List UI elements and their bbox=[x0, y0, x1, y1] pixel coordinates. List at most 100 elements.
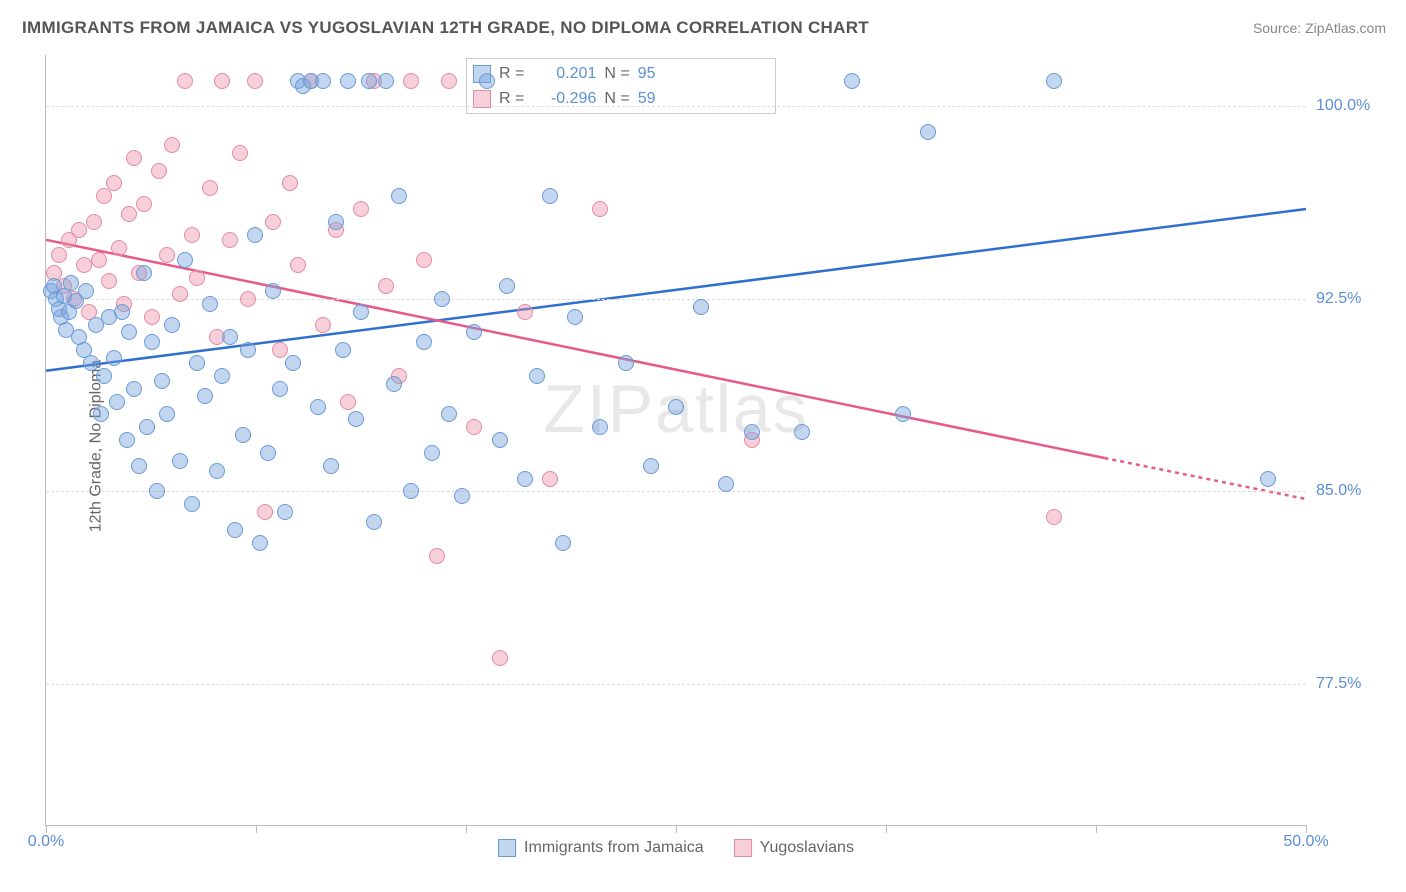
scatter-point bbox=[197, 388, 213, 404]
scatter-point bbox=[106, 175, 122, 191]
scatter-point bbox=[744, 424, 760, 440]
scatter-point bbox=[466, 324, 482, 340]
x-tick bbox=[46, 825, 47, 833]
scatter-point bbox=[466, 419, 482, 435]
scatter-point bbox=[83, 355, 99, 371]
n-prefix: N = bbox=[604, 65, 629, 83]
scatter-point bbox=[96, 188, 112, 204]
scatter-point bbox=[154, 373, 170, 389]
scatter-point bbox=[257, 504, 273, 520]
scatter-point bbox=[403, 483, 419, 499]
scatter-point bbox=[272, 381, 288, 397]
scatter-point bbox=[240, 291, 256, 307]
y-tick-label: 85.0% bbox=[1316, 482, 1396, 500]
scatter-point bbox=[96, 368, 112, 384]
scatter-point bbox=[416, 334, 432, 350]
series-legend: Immigrants from Jamaica Yugoslavians bbox=[498, 839, 854, 857]
scatter-point bbox=[323, 458, 339, 474]
scatter-point bbox=[51, 247, 67, 263]
scatter-point bbox=[517, 304, 533, 320]
scatter-point bbox=[214, 73, 230, 89]
scatter-point bbox=[441, 73, 457, 89]
scatter-point bbox=[285, 355, 301, 371]
scatter-point bbox=[106, 350, 122, 366]
scatter-point bbox=[895, 406, 911, 422]
scatter-point bbox=[93, 406, 109, 422]
n-prefix: N = bbox=[604, 90, 629, 108]
scatter-point bbox=[555, 535, 571, 551]
legend-label-jamaica: Immigrants from Jamaica bbox=[524, 839, 704, 857]
scatter-point bbox=[121, 324, 137, 340]
scatter-point bbox=[424, 445, 440, 461]
scatter-point bbox=[172, 453, 188, 469]
scatter-point bbox=[71, 222, 87, 238]
gridline bbox=[46, 299, 1306, 300]
scatter-point bbox=[209, 463, 225, 479]
swatch-jamaica bbox=[498, 839, 516, 857]
scatter-point bbox=[235, 427, 251, 443]
y-tick-label: 100.0% bbox=[1316, 97, 1396, 115]
gridline bbox=[46, 106, 1306, 107]
scatter-point bbox=[348, 411, 364, 427]
scatter-point bbox=[492, 432, 508, 448]
scatter-point bbox=[151, 163, 167, 179]
scatter-point bbox=[277, 504, 293, 520]
x-tick bbox=[1306, 825, 1307, 833]
y-tick-label: 77.5% bbox=[1316, 675, 1396, 693]
scatter-point bbox=[290, 257, 306, 273]
scatter-point bbox=[353, 201, 369, 217]
scatter-point bbox=[184, 227, 200, 243]
scatter-point bbox=[78, 283, 94, 299]
scatter-point bbox=[177, 252, 193, 268]
scatter-point bbox=[222, 329, 238, 345]
scatter-point bbox=[499, 278, 515, 294]
scatter-point bbox=[592, 419, 608, 435]
scatter-point bbox=[328, 214, 344, 230]
scatter-point bbox=[340, 73, 356, 89]
plot-area: ZIPatlas R = 0.201 N = 95 R = -0.296 N =… bbox=[45, 55, 1306, 826]
scatter-point bbox=[492, 650, 508, 666]
trend-lines bbox=[46, 55, 1306, 825]
scatter-point bbox=[794, 424, 810, 440]
scatter-point bbox=[109, 394, 125, 410]
scatter-point bbox=[202, 180, 218, 196]
scatter-point bbox=[136, 265, 152, 281]
x-tick bbox=[466, 825, 467, 833]
legend-row-yugoslavia: R = -0.296 N = 59 bbox=[473, 90, 769, 108]
scatter-point bbox=[164, 317, 180, 333]
r-value-yugoslavia: -0.296 bbox=[532, 90, 596, 108]
scatter-point bbox=[403, 73, 419, 89]
scatter-point bbox=[91, 252, 107, 268]
scatter-point bbox=[643, 458, 659, 474]
scatter-point bbox=[111, 240, 127, 256]
scatter-point bbox=[202, 296, 218, 312]
r-value-jamaica: 0.201 bbox=[532, 65, 596, 83]
scatter-point bbox=[76, 257, 92, 273]
r-prefix: R = bbox=[499, 65, 524, 83]
x-tick bbox=[676, 825, 677, 833]
scatter-point bbox=[391, 188, 407, 204]
scatter-point bbox=[184, 496, 200, 512]
n-value-jamaica: 95 bbox=[638, 65, 656, 83]
scatter-point bbox=[240, 342, 256, 358]
source-credit: Source: ZipAtlas.com bbox=[1253, 20, 1386, 36]
legend-item-jamaica: Immigrants from Jamaica bbox=[498, 839, 704, 857]
scatter-point bbox=[429, 548, 445, 564]
y-tick-label: 92.5% bbox=[1316, 290, 1396, 308]
swatch-yugoslavia bbox=[734, 839, 752, 857]
gridline bbox=[46, 684, 1306, 685]
x-tick bbox=[886, 825, 887, 833]
scatter-point bbox=[159, 247, 175, 263]
scatter-point bbox=[252, 535, 268, 551]
scatter-point bbox=[434, 291, 450, 307]
scatter-point bbox=[567, 309, 583, 325]
chart-title: IMMIGRANTS FROM JAMAICA VS YUGOSLAVIAN 1… bbox=[22, 18, 869, 38]
scatter-point bbox=[144, 309, 160, 325]
scatter-point bbox=[479, 73, 495, 89]
scatter-point bbox=[119, 432, 135, 448]
x-tick bbox=[256, 825, 257, 833]
scatter-point bbox=[542, 471, 558, 487]
legend-label-yugoslavia: Yugoslavians bbox=[760, 839, 854, 857]
scatter-point bbox=[315, 73, 331, 89]
scatter-point bbox=[232, 145, 248, 161]
